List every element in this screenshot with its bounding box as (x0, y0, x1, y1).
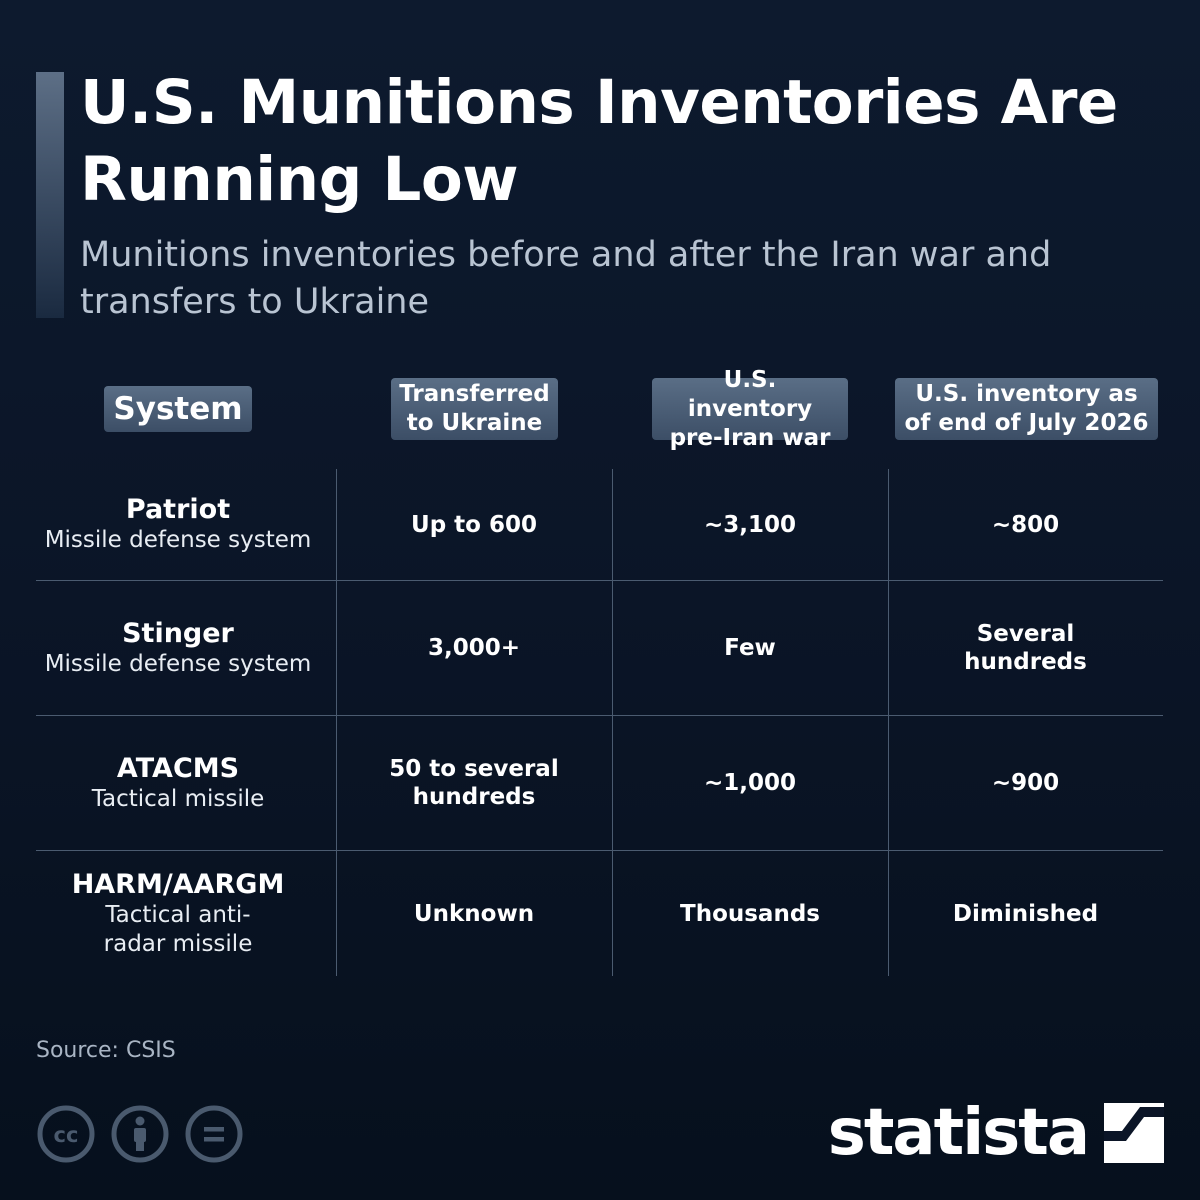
july-2026-value: Diminished (952, 900, 1099, 927)
col-divider (612, 469, 613, 976)
system-name: Stinger (122, 617, 234, 649)
munitions-table: System Transferred to Ukraine U.S. inven… (36, 367, 1163, 976)
table-row: Stinger Missile defense system 3,000+ Fe… (36, 581, 1163, 715)
license-icons: cc (36, 1104, 244, 1164)
system-type: Missile defense system (44, 527, 312, 553)
title-accent-bar (36, 72, 64, 318)
svg-text:cc: cc (54, 1123, 79, 1147)
table-row: HARM/AARGM Tactical anti-radar missile U… (36, 851, 1163, 976)
transferred-cell: 3,000+ (336, 581, 612, 715)
system-type: Missile defense system (44, 650, 312, 677)
statista-brand[interactable]: statista (828, 1098, 1164, 1168)
col-header-system: System (104, 386, 252, 432)
statista-logo-icon (1104, 1103, 1164, 1163)
pre-war-cell: Few (612, 581, 888, 715)
transferred-value: Up to 600 (411, 511, 537, 538)
pre-war-value: Few (724, 635, 776, 661)
chart-title: U.S. Munitions Inventories Are Running L… (80, 67, 1118, 215)
july-2026-value: ~900 (991, 770, 1060, 796)
row-divider (36, 850, 1163, 851)
table-row: Patriot Missile defense system Up to 600… (36, 469, 1163, 580)
col-header-label: Transferred to Ukraine (399, 381, 550, 436)
col-header-transferred: Transferred to Ukraine (391, 378, 558, 440)
july-2026-cell: Several hundreds (888, 581, 1163, 715)
col-header-label: U.S. inventory as of end of July 2026 (904, 381, 1149, 436)
transferred-cell: Unknown (336, 851, 612, 976)
col-header-label: System (113, 391, 243, 427)
col-header-pre-war: U.S. inventory pre-Iran war (652, 367, 848, 451)
chart-subtitle: Munitions inventories before and after t… (80, 235, 1052, 322)
system-cell: Stinger Missile defense system (36, 581, 320, 715)
row-divider (36, 715, 1163, 716)
july-2026-cell: ~800 (888, 469, 1163, 580)
table-row: ATACMS Tactical missile 50 to several hu… (36, 716, 1163, 850)
pre-war-value: Thousands (680, 900, 820, 927)
system-type: Tactical anti-radar missile (103, 901, 253, 957)
pre-war-cell: ~3,100 (612, 469, 888, 580)
system-type: Tactical missile (91, 785, 265, 812)
no-derivatives-icon[interactable] (184, 1104, 244, 1164)
col-divider (888, 469, 889, 976)
col-header-july-2026: U.S. inventory as of end of July 2026 (895, 378, 1158, 440)
cc-icon[interactable]: cc (36, 1104, 96, 1164)
pre-war-value: ~3,100 (703, 511, 797, 538)
system-cell: Patriot Missile defense system (36, 469, 320, 580)
pre-war-cell: ~1,000 (612, 716, 888, 850)
system-name: HARM/AARGM (71, 868, 285, 900)
col-divider (336, 469, 337, 976)
col-header-label: U.S. inventory pre-Iran war (669, 366, 831, 451)
july-2026-value: Several hundreds (964, 621, 1087, 675)
row-divider (36, 580, 1163, 581)
pre-war-cell: Thousands (612, 851, 888, 976)
system-cell: ATACMS Tactical missile (36, 716, 320, 850)
brand-wordmark: statista (827, 1096, 1090, 1170)
system-cell: HARM/AARGM Tactical anti-radar missile (36, 851, 320, 976)
transferred-value: 50 to several hundreds (389, 756, 559, 810)
july-2026-value: ~800 (991, 511, 1060, 538)
transferred-cell: Up to 600 (336, 469, 612, 580)
transferred-value: 3,000+ (427, 635, 521, 661)
system-name: Patriot (125, 494, 231, 525)
pre-war-value: ~1,000 (703, 770, 797, 796)
july-2026-cell: ~900 (888, 716, 1163, 850)
transferred-value: Unknown (413, 900, 535, 927)
system-name: ATACMS (116, 752, 240, 784)
source-note: Source: CSIS (36, 1038, 176, 1063)
attribution-icon[interactable] (110, 1104, 170, 1164)
july-2026-cell: Diminished (888, 851, 1163, 976)
transferred-cell: 50 to several hundreds (336, 716, 612, 850)
